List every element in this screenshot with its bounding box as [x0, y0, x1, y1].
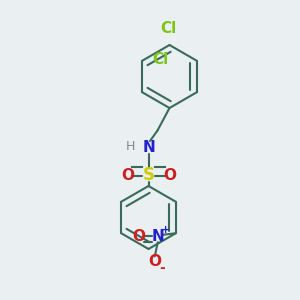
Text: Cl: Cl	[153, 52, 169, 67]
Text: N: N	[142, 140, 155, 154]
Text: -: -	[159, 261, 165, 275]
Text: N: N	[152, 229, 164, 244]
Text: S: S	[142, 167, 154, 184]
Text: +: +	[161, 225, 170, 235]
Text: O: O	[163, 168, 176, 183]
Text: H: H	[126, 140, 135, 153]
Text: Cl: Cl	[160, 21, 176, 36]
Text: O: O	[148, 254, 161, 269]
Text: O: O	[132, 229, 145, 244]
Text: O: O	[121, 168, 134, 183]
